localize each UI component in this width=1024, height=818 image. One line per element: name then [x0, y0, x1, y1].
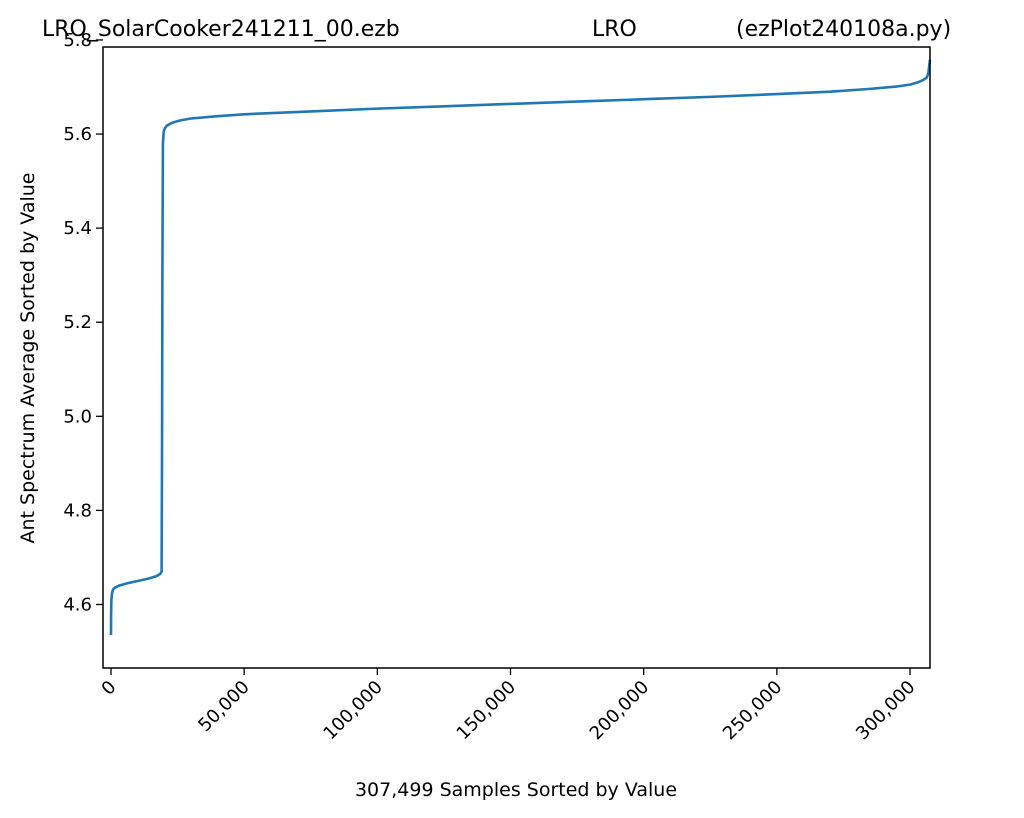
- chart-title-left: LRO_SolarCooker241211_00.ezb: [42, 17, 400, 42]
- x-axis-label: 307,499 Samples Sorted by Value: [355, 779, 677, 801]
- chart-title-right: (ezPlot240108a.py): [736, 17, 951, 42]
- x-tick-label: 250,000: [719, 677, 786, 744]
- x-axis: 0 50,000 100,000 150,000 200,000 250,000 300,0…: [98, 668, 920, 744]
- series-line-0: [109, 59, 932, 636]
- x-tick-label: 0: [98, 677, 121, 700]
- x-tick-label: 300,000: [852, 677, 919, 744]
- y-tick-label: 5.0: [63, 406, 92, 427]
- x-tick-label: 50,000: [194, 677, 253, 736]
- chart-title-center: LRO: [592, 17, 637, 42]
- y-axis-label: Ant Spectrum Average Sorted by Value: [17, 173, 39, 544]
- plot-area: [109, 59, 932, 636]
- y-tick-label: 4.8: [63, 500, 92, 521]
- y-tick-label: 5.6: [63, 124, 92, 145]
- x-tick-label: 200,000: [586, 677, 653, 744]
- x-tick-label: 100,000: [319, 677, 386, 744]
- y-tick-label: 5.8: [63, 30, 92, 51]
- x-tick-label: 150,000: [453, 677, 520, 744]
- plot-frame: [102, 46, 931, 669]
- y-axis: 4.6 4.8 5.0 5.2 5.4 5.6 5.8: [63, 30, 103, 615]
- y-tick-label: 5.2: [63, 312, 92, 333]
- y-tick-label: 5.4: [63, 218, 92, 239]
- y-tick-label: 4.6: [63, 594, 92, 615]
